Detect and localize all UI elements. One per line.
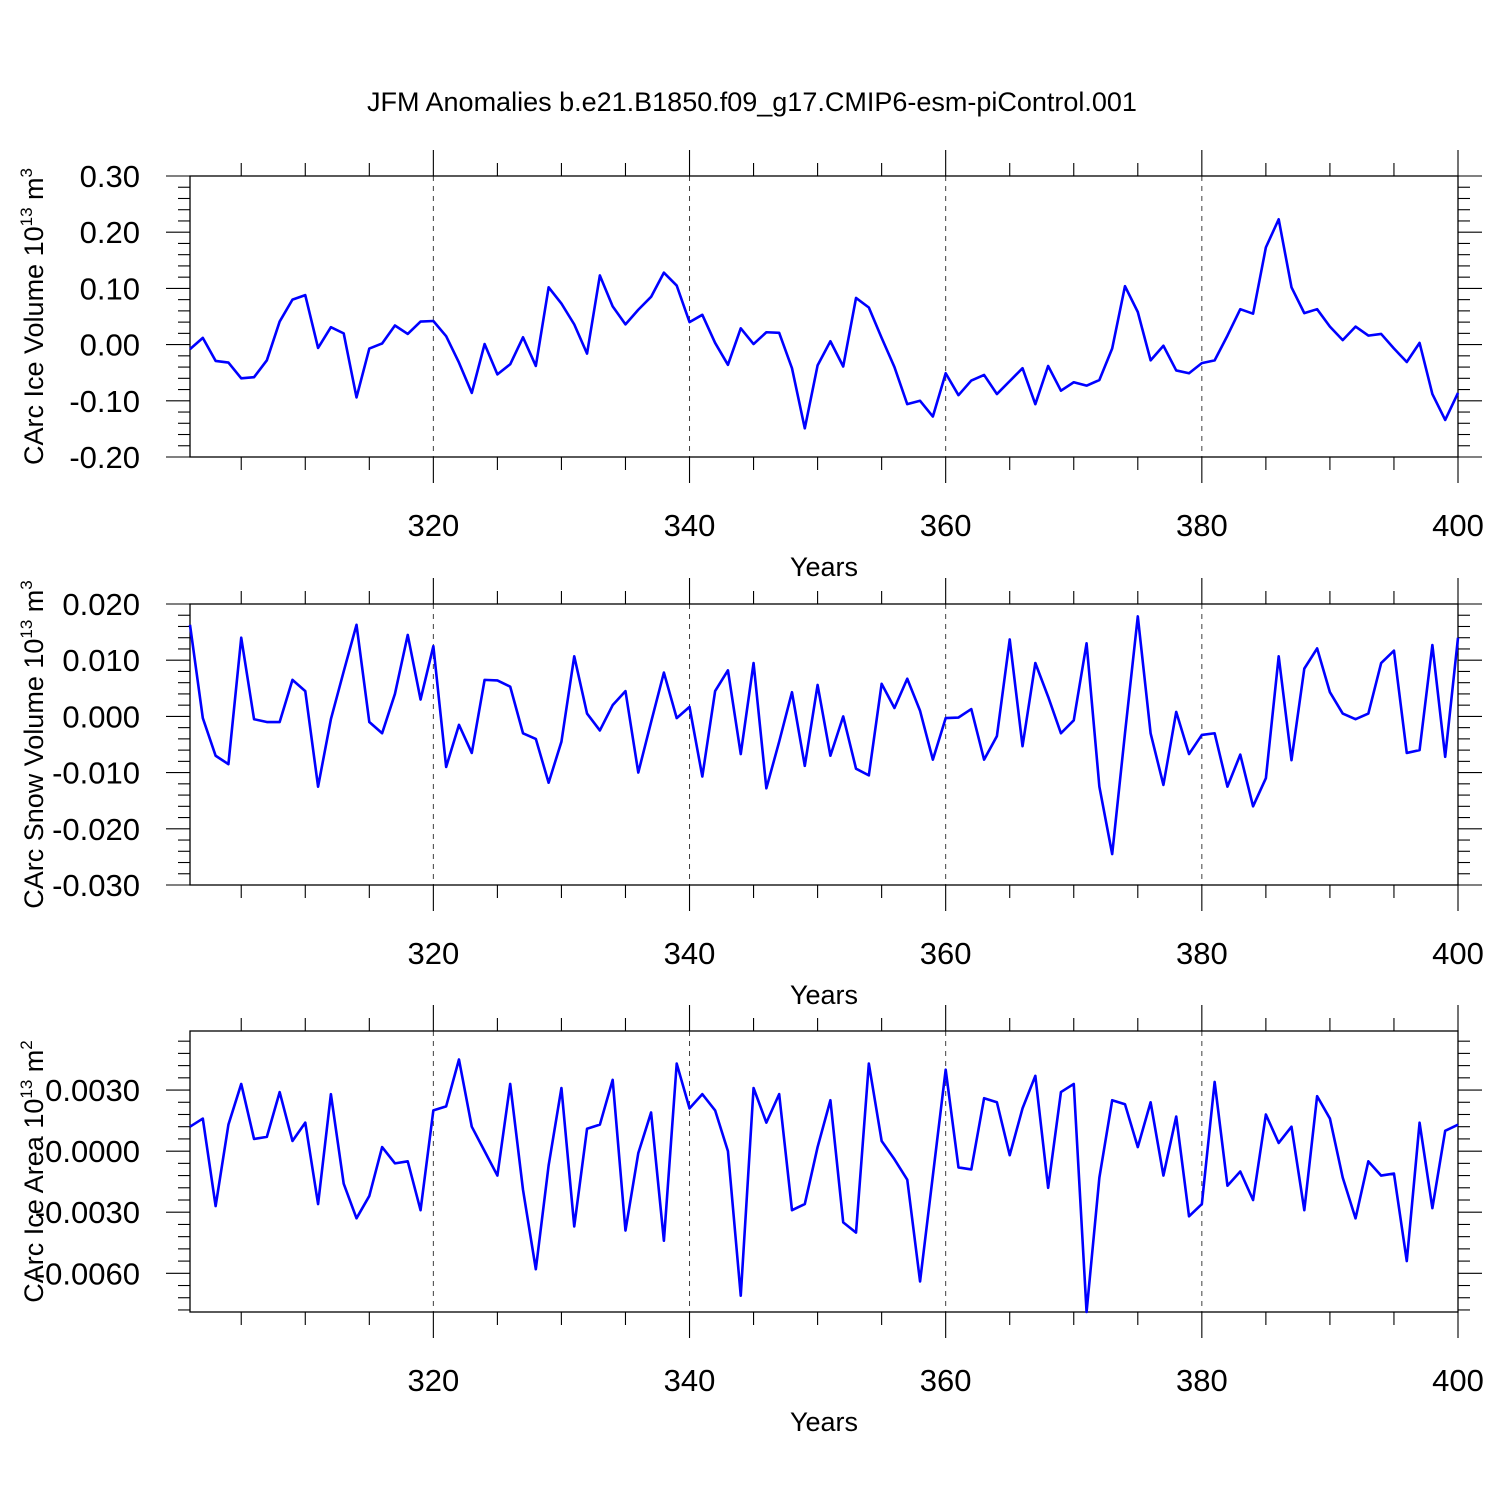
series-line: [189, 1058, 1459, 1314]
x-tick-label: 340: [664, 1363, 716, 1398]
y-tick-label: 0.020: [62, 587, 140, 622]
x-tick-label: 320: [407, 1363, 459, 1398]
x-tick-label: 400: [1432, 936, 1484, 971]
y-tick-label: -0.010: [52, 756, 140, 791]
x-tick-label: 360: [920, 936, 972, 971]
panel-2: 320 340 360 380 400 Years -0.030 -0.020 -0.010 0.…: [17, 578, 1484, 1010]
plot-frame: [189, 603, 1459, 886]
x-tick-label: 400: [1432, 508, 1484, 543]
x-tick-label: 320: [407, 508, 459, 543]
y-tick-label: 0.010: [62, 643, 140, 678]
y-tick-label: 0.00: [80, 328, 140, 363]
plot-frame: [189, 1030, 1459, 1313]
x-axis-label: Years: [790, 980, 858, 1010]
y-tick-label: -0.10: [69, 384, 140, 419]
y-axis-label: CArc Snow Volume 1013 m3: [17, 580, 49, 909]
y-tick-label: -0.0060: [35, 1256, 140, 1291]
x-tick-label: 340: [664, 508, 716, 543]
series-line: [188, 615, 1460, 856]
x-tick-label: 360: [920, 508, 972, 543]
panel-1: 320 340 360 380 400 Years -0.20 -0.10 0.00 0.10 0.…: [17, 150, 1484, 582]
x-tick-label: 340: [664, 936, 716, 971]
y-tick-label: -0.030: [52, 868, 140, 903]
x-tick-label: 380: [1176, 1363, 1228, 1398]
y-tick-label: 0.30: [80, 159, 140, 194]
x-tick-label: 320: [407, 936, 459, 971]
y-tick-label: 0.0030: [45, 1073, 140, 1108]
plot-frame: [189, 175, 1459, 458]
x-tick-label: 360: [920, 1363, 972, 1398]
y-axis-label: CArc Ice Volume 1013 m3: [17, 168, 49, 465]
y-tick-label: 0.000: [62, 699, 140, 734]
panel-3: 320 340 360 380 400 Years -0.0060 -0.0030 0.0000…: [17, 1005, 1484, 1437]
x-tick-label: 400: [1432, 1363, 1484, 1398]
chart-title: JFM Anomalies b.e21.B1850.f09_g17.CMIP6-…: [367, 87, 1137, 117]
y-axis-label: CArc Ice Area 1013 m2: [17, 1040, 49, 1303]
y-tick-label: -0.020: [52, 812, 140, 847]
x-tick-label: 380: [1176, 508, 1228, 543]
x-axis-label: Years: [790, 1407, 858, 1437]
x-tick-label: 380: [1176, 936, 1228, 971]
y-tick-label: -0.0030: [35, 1195, 140, 1230]
y-tick-label: 0.10: [80, 271, 140, 306]
x-axis-label: Years: [790, 552, 858, 582]
y-tick-label: -0.20: [69, 440, 140, 475]
y-tick-label: 0.0000: [45, 1134, 140, 1169]
series-line: [189, 217, 1460, 430]
y-tick-label: 0.20: [80, 215, 140, 250]
